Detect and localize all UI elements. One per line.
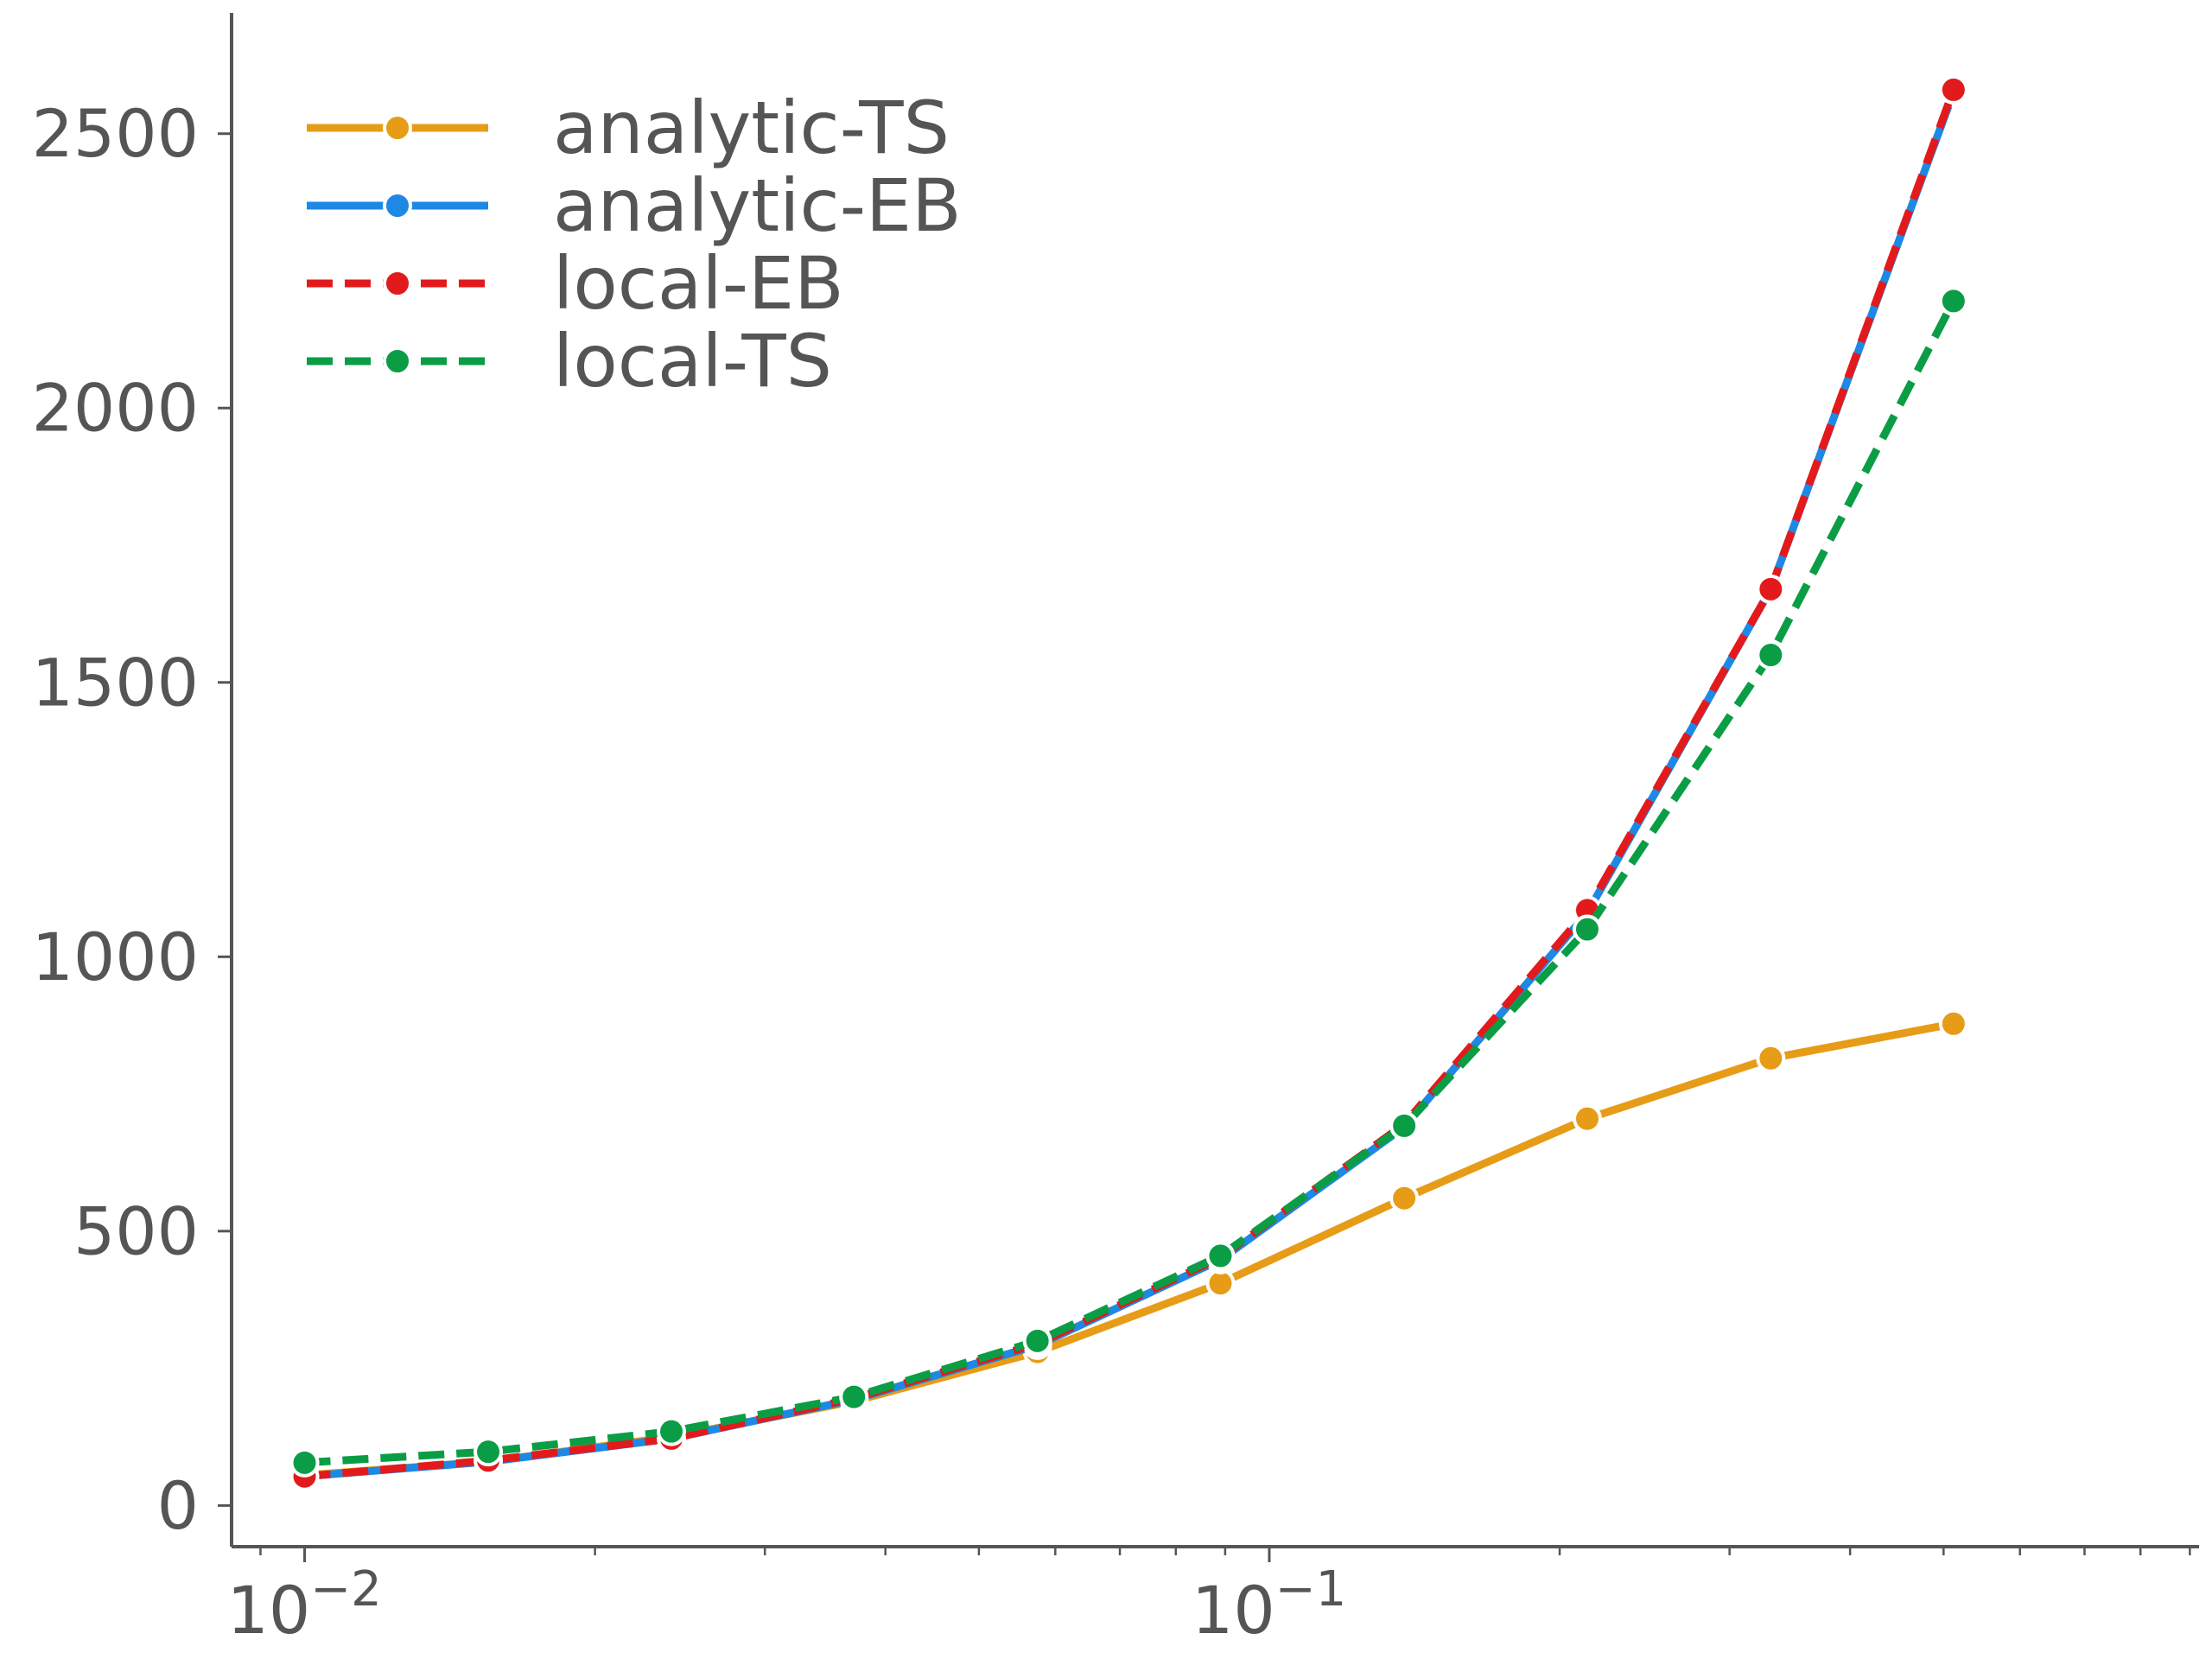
data-point (1938, 1008, 1968, 1039)
series-line-analytic-EB (304, 91, 1958, 1481)
series-local-TS (289, 286, 1968, 1478)
legend-item: local-EB (307, 241, 844, 326)
series-line-local-TS (304, 299, 1957, 1467)
series-local-EB (289, 74, 1968, 1491)
y-tick-label: 2500 (32, 95, 199, 172)
x-tick-label-exponent: −1 (1275, 1561, 1347, 1618)
series-analytic-EB (289, 78, 1968, 1491)
x-tick-label-base: 10 (227, 1572, 311, 1649)
legend-marker (383, 191, 412, 220)
legend-label: local-EB (553, 241, 844, 326)
series-analytic-TS (289, 1008, 1968, 1491)
series-layer (289, 74, 1968, 1491)
data-point (1756, 574, 1786, 604)
data-point (1205, 1241, 1236, 1271)
data-point (839, 1382, 869, 1412)
data-point (1389, 1183, 1420, 1213)
data-point (1022, 1325, 1052, 1356)
x-tick-label-base: 10 (1192, 1572, 1275, 1649)
legend-marker (383, 113, 412, 143)
data-point (1756, 640, 1786, 671)
x-tick-label: 10−2 (227, 1561, 382, 1649)
y-tick-label: 2000 (32, 370, 199, 447)
data-point (1938, 74, 1968, 105)
legend-item: local-TS (307, 319, 832, 404)
data-point (657, 1416, 687, 1446)
data-point (289, 1447, 320, 1478)
legend-item: analytic-EB (307, 163, 962, 248)
series-line-local-EB (304, 88, 1958, 1481)
data-point (1938, 286, 1968, 316)
data-point (1572, 1103, 1602, 1134)
data-point (474, 1437, 504, 1467)
legend-label: local-TS (553, 319, 832, 404)
legend-marker (383, 346, 412, 376)
legend-label: analytic-EB (553, 163, 962, 248)
y-tick-label: 1500 (32, 644, 199, 721)
data-point (1756, 1043, 1786, 1073)
y-tick-label: 1000 (32, 918, 199, 995)
x-tick-label: 10−1 (1192, 1561, 1346, 1649)
y-tick-label: 0 (157, 1467, 199, 1544)
data-point (1572, 914, 1602, 944)
y-tick-label: 500 (73, 1192, 199, 1269)
data-point (1389, 1110, 1420, 1141)
legend-label: analytic-TS (553, 86, 950, 170)
legend-marker (383, 269, 412, 298)
legend-item: analytic-TS (307, 86, 950, 170)
x-tick-label-exponent: −2 (310, 1561, 382, 1618)
series-line-analytic-TS (304, 1020, 1955, 1479)
